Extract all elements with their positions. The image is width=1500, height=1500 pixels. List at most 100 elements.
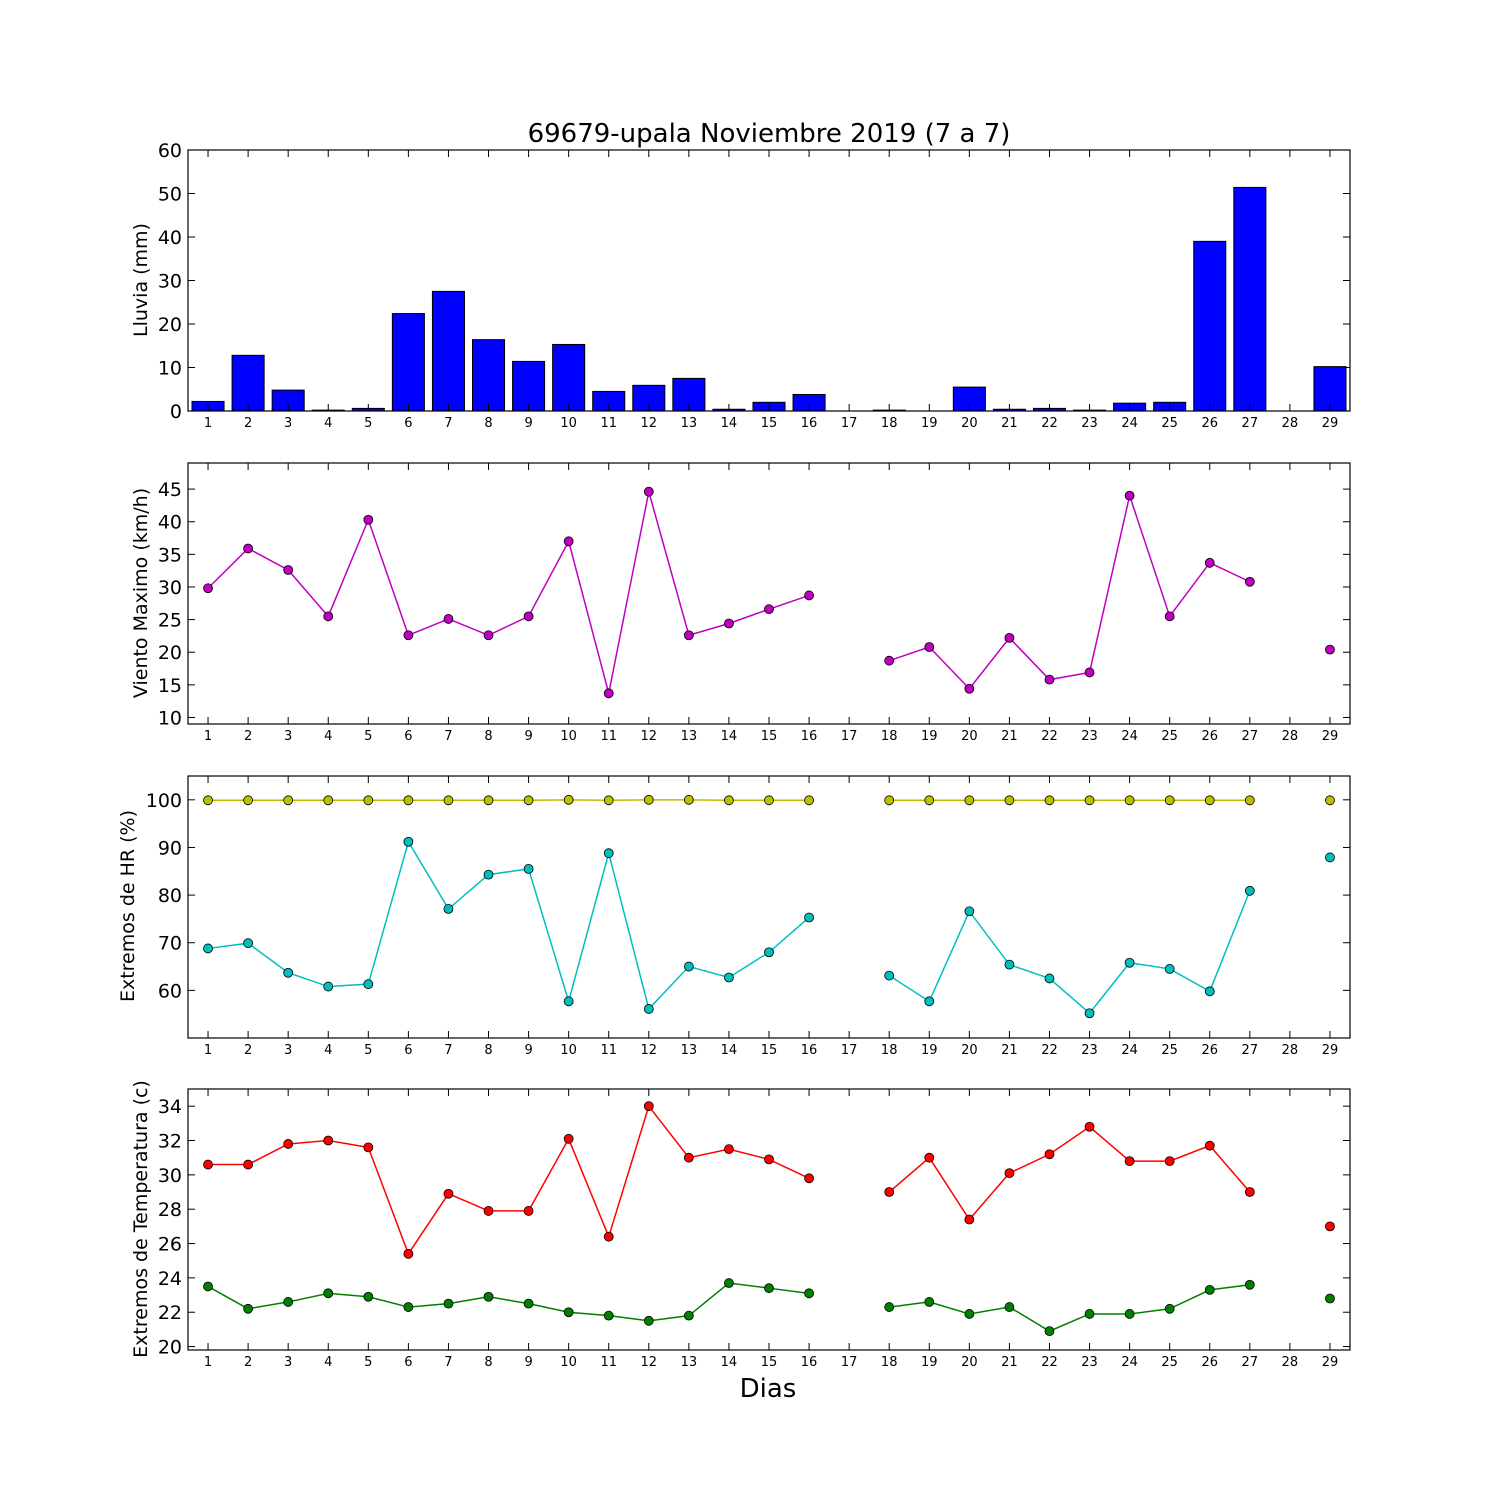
wind-x-tick-label: 17 [841,729,858,744]
temperature-x-tick-label: 23 [1081,1355,1098,1370]
temperature-series-0-point [483,1206,494,1216]
wind-x-tick-label: 21 [1001,729,1018,744]
humidity-series-1-point [724,972,734,983]
humidity-series-1-point [884,970,895,981]
wind-y-tick-label: 15 [158,675,182,697]
chart-title: 69679-upala Noviembre 2019 (7 a 7) [528,119,1011,149]
rainfall-x-tick-label: 8 [484,416,492,431]
wind-x-ticks: 1 2 3 4 5 6 7 8 9 10 11 12 13 14 15 16 17 18 19 20 21 22 23 24 2… [204,463,1338,744]
wind-series-0-point [964,683,975,694]
wind-series-0-point [1244,576,1255,587]
humidity-series-0-point [283,795,294,806]
humidity-series-1-point [203,943,213,954]
humidity-x-tick-label: 3 [284,1043,292,1058]
temperature-x-tick-label: 19 [921,1355,938,1370]
wind-series-0-point [1204,557,1215,568]
temperature-series-1-line [889,1284,1250,1332]
temperature-x-tick-label: 24 [1121,1355,1138,1370]
rainfall-y-tick-label: 10 [158,358,182,380]
humidity-x-tick-label: 10 [560,1043,577,1058]
humidity-y-tick-label: 100 [146,790,182,812]
wind-series-0-point [724,618,734,629]
wind-series-0-point [603,688,614,699]
humidity-series-0-point [1004,795,1015,806]
wind-series-0-point [1325,644,1335,655]
wind-y-tick-label: 45 [158,479,182,501]
temperature-series-1-point [283,1297,294,1307]
temperature-y-tick-label: 26 [158,1234,182,1256]
temperature-x-tick-label: 28 [1282,1355,1299,1370]
wind-series-0-point [323,611,334,622]
temperature-x-tick-label: 25 [1161,1355,1178,1370]
rainfall-bar [512,360,546,412]
humidity-series-0-point [323,795,334,806]
humidity-series-0-point [403,795,414,806]
temperature-series-0-point [1164,1156,1175,1167]
temperature-y-tick-label: 28 [158,1199,182,1221]
humidity-series-0-point [363,795,374,806]
rainfall-x-tick-label: 5 [364,416,372,431]
temperature-series-0-point [804,1173,814,1184]
humidity-series-0-point [203,795,213,806]
humidity-series [203,794,1335,1019]
rainfall-x-tick-label: 27 [1242,416,1259,431]
wind-x-tick-label: 29 [1322,729,1339,744]
humidity-x-tick-label: 28 [1282,1043,1299,1058]
wind-series-0-point [283,565,294,575]
wind-y-tick-label: 40 [158,512,182,534]
temperature-series-0-point [523,1206,534,1216]
humidity-x-tick-label: 11 [600,1043,617,1058]
rainfall-bar [1193,240,1227,412]
wind-series-0-line [888,492,1251,690]
humidity-y-tick-label: 70 [158,933,182,955]
temperature-x-tick-label: 14 [721,1355,738,1370]
temperature-series-0-point [363,1142,374,1153]
temperature-series-0-point [1244,1187,1255,1197]
humidity-x-tick-label: 29 [1322,1043,1339,1058]
temperature-x-tick-label: 12 [641,1355,658,1370]
rainfall-y-ticks: 0 10 20 30 40 50 60 [158,140,1350,423]
temperature-series-1-point [1044,1326,1055,1337]
wind-series-0-point [804,590,814,601]
humidity-series-0-point [243,795,254,806]
wind-x-tick-label: 7 [444,729,452,744]
rainfall-x-tick-label: 23 [1081,416,1098,431]
temperature-x-tick-label: 21 [1001,1355,1018,1370]
humidity-x-tick-label: 27 [1242,1043,1259,1058]
rainfall-x-tick-label: 21 [1001,416,1018,431]
humidity-series-0-point [1164,795,1175,806]
temperature-series-0-point [203,1159,213,1170]
wind-x-tick-label: 27 [1242,729,1259,744]
rainfall-x-tick-label: 20 [961,416,978,431]
temperature-series-0-line [888,1125,1251,1221]
temperature-series-0-point [1124,1156,1135,1167]
wind-y-tick-label: 10 [158,707,182,729]
wind-x-tick-label: 3 [284,729,292,744]
humidity-x-tick-label: 12 [641,1043,658,1058]
wind-x-tick-label: 26 [1201,729,1218,744]
humidity-series-1-point [1164,964,1175,974]
temperature-y-tick-label: 34 [158,1096,182,1118]
humidity-x-tick-label: 7 [444,1043,452,1058]
temperature-series-0-point [603,1231,614,1242]
humidity-series-0-point [443,795,454,806]
humidity-series-0-point [964,795,975,806]
humidity-x-tick-label: 20 [961,1043,978,1058]
temperature-x-tick-label: 9 [524,1355,532,1370]
wind-series-0-point [483,630,494,641]
temperature-series-1-point [683,1310,694,1321]
humidity-x-tick-label: 25 [1161,1043,1178,1058]
rainfall-bar [1233,186,1267,412]
temperature-x-tick-label: 27 [1242,1355,1259,1370]
humidity-y-tick-label: 90 [158,837,182,859]
wind-series-0-point [924,642,935,652]
wind-series-0-line [207,491,810,694]
temperature-y-tick-label: 30 [158,1165,182,1187]
temperature-y-tick-label: 24 [158,1268,182,1290]
humidity-series-0-point [1244,795,1255,806]
rainfall-y-tick-label: 0 [170,401,182,423]
temperature-x-tick-label: 4 [324,1355,332,1370]
humidity-series-1-point [964,906,975,917]
